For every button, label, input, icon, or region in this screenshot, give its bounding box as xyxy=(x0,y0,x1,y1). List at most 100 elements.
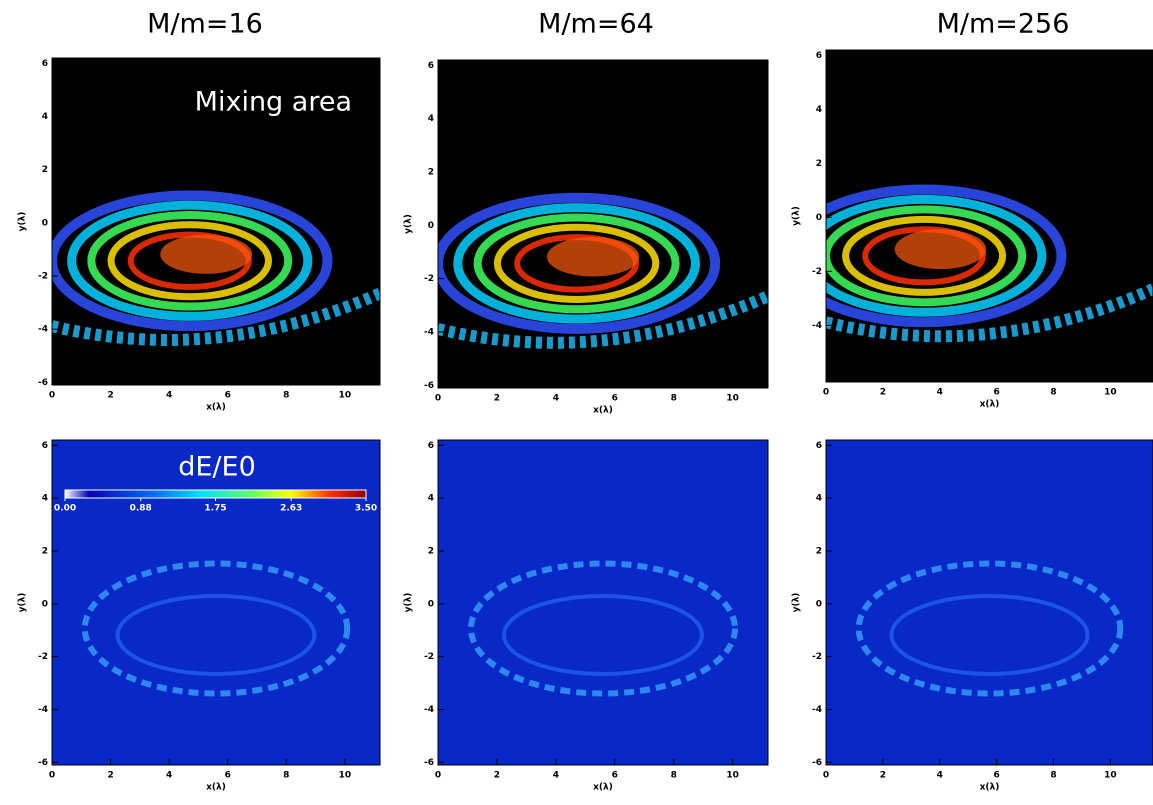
y-tick-label: 0 xyxy=(42,218,48,228)
y-tick-label: 6 xyxy=(816,441,822,451)
x-tick-label: 0 xyxy=(49,771,55,781)
y-tick-label: 2 xyxy=(816,159,822,169)
x-tick-label: 4 xyxy=(166,771,172,781)
x-tick-label: 2 xyxy=(494,394,500,404)
swirl-core xyxy=(160,235,252,274)
x-tick-label: 0 xyxy=(49,391,55,401)
annotation: dE/E0 xyxy=(178,452,256,483)
x-tick-label: 2 xyxy=(880,771,886,781)
y-axis-label: y(λ) xyxy=(404,593,414,613)
y-tick-label: 4 xyxy=(428,494,434,504)
x-tick-label: 6 xyxy=(993,388,999,398)
y-tick-label: 6 xyxy=(42,441,48,451)
y-tick-label: -2 xyxy=(812,652,822,662)
y-tick-label: 4 xyxy=(428,114,434,124)
panel-title: M/m=256 xyxy=(937,9,1070,40)
panel-image xyxy=(438,60,768,388)
x-tick-label: 0 xyxy=(435,771,441,781)
x-tick-label: 4 xyxy=(937,771,943,781)
y-tick-label: 6 xyxy=(42,59,48,69)
y-tick-label: -6 xyxy=(424,758,434,768)
x-tick-label: 4 xyxy=(166,391,172,401)
x-tick-label: 10 xyxy=(726,771,739,781)
panel-image xyxy=(826,440,1153,765)
swirl-core xyxy=(895,229,987,269)
y-tick-label: 2 xyxy=(816,546,822,556)
panel-title: M/m=16 xyxy=(147,9,263,40)
x-axis-label: x(λ) xyxy=(980,783,1000,793)
y-tick-label: -4 xyxy=(812,705,822,715)
y-tick-label: 2 xyxy=(428,168,434,178)
y-tick-label: 0 xyxy=(816,213,822,223)
x-axis-label: x(λ) xyxy=(593,406,613,416)
panel-background xyxy=(826,440,1153,765)
colorbar xyxy=(65,490,366,498)
x-tick-label: 6 xyxy=(225,391,231,401)
y-axis-label: y(λ) xyxy=(404,214,414,234)
colorbar-tick-label: 2.63 xyxy=(280,504,302,514)
swirl-core xyxy=(547,237,639,276)
y-tick-label: 4 xyxy=(816,105,822,115)
panel-background xyxy=(52,440,380,765)
x-tick-label: 10 xyxy=(726,394,739,404)
y-axis-label: y(λ) xyxy=(792,593,802,613)
y-tick-label: -2 xyxy=(424,274,434,284)
x-axis-label: x(λ) xyxy=(206,783,226,793)
figure: M/m=16 0 2 4 6 8 10 -6 -4 -2 0 2 4 6 x(λ) y(λ) Mixing ar… xyxy=(0,0,1153,805)
panel-image xyxy=(438,440,768,765)
y-tick-label: 0 xyxy=(816,599,822,609)
y-tick-label: 2 xyxy=(42,546,48,556)
y-tick-label: -6 xyxy=(38,378,48,388)
x-tick-label: 6 xyxy=(612,394,618,404)
y-axis-label: y(λ) xyxy=(18,593,28,613)
x-tick-label: 8 xyxy=(283,771,289,781)
colorbar-tick-label: 3.50 xyxy=(355,504,377,514)
y-tick-label: 0 xyxy=(428,599,434,609)
panel-image xyxy=(52,440,380,765)
y-tick-label: 4 xyxy=(42,112,48,122)
x-tick-label: 2 xyxy=(494,771,500,781)
x-axis-label: x(λ) xyxy=(980,400,1000,410)
x-tick-label: 0 xyxy=(823,388,829,398)
x-tick-label: 8 xyxy=(1050,771,1056,781)
y-tick-label: -4 xyxy=(424,328,434,338)
x-tick-label: 10 xyxy=(339,771,352,781)
x-tick-label: 0 xyxy=(435,394,441,404)
panel-image xyxy=(787,50,1153,382)
y-tick-label: 4 xyxy=(816,494,822,504)
y-axis-label: y(λ) xyxy=(18,212,28,232)
panel-title: M/m=64 xyxy=(538,9,654,40)
x-tick-label: 8 xyxy=(283,391,289,401)
x-tick-label: 2 xyxy=(107,391,113,401)
y-tick-label: -2 xyxy=(812,267,822,277)
colorbar-tick-label: 0.00 xyxy=(54,504,76,514)
y-tick-label: -4 xyxy=(812,321,822,331)
x-axis-label: x(λ) xyxy=(206,403,226,413)
x-tick-label: 10 xyxy=(339,391,352,401)
colorbar-tick-label: 0.88 xyxy=(130,504,152,514)
x-tick-label: 4 xyxy=(553,394,559,404)
x-tick-label: 8 xyxy=(671,394,677,404)
y-tick-label: -4 xyxy=(38,325,48,335)
y-tick-label: 6 xyxy=(428,61,434,71)
annotation: Mixing area xyxy=(195,87,352,118)
y-tick-label: 0 xyxy=(428,221,434,231)
y-tick-label: 6 xyxy=(816,51,822,61)
y-tick-label: -6 xyxy=(424,381,434,391)
y-tick-label: 6 xyxy=(428,441,434,451)
x-tick-label: 6 xyxy=(612,771,618,781)
y-tick-label: -4 xyxy=(38,705,48,715)
y-tick-label: -2 xyxy=(38,272,48,282)
y-tick-label: 0 xyxy=(42,599,48,609)
x-tick-label: 6 xyxy=(993,771,999,781)
y-tick-label: -2 xyxy=(38,652,48,662)
x-tick-label: 6 xyxy=(225,771,231,781)
y-tick-label: 2 xyxy=(428,546,434,556)
y-tick-label: -6 xyxy=(38,758,48,768)
x-tick-label: 10 xyxy=(1104,388,1117,398)
colorbar-tick-label: 1.75 xyxy=(204,504,226,514)
x-axis-label: x(λ) xyxy=(593,783,613,793)
x-tick-label: 8 xyxy=(1050,388,1056,398)
panel-background xyxy=(438,440,768,765)
x-tick-label: 2 xyxy=(880,388,886,398)
